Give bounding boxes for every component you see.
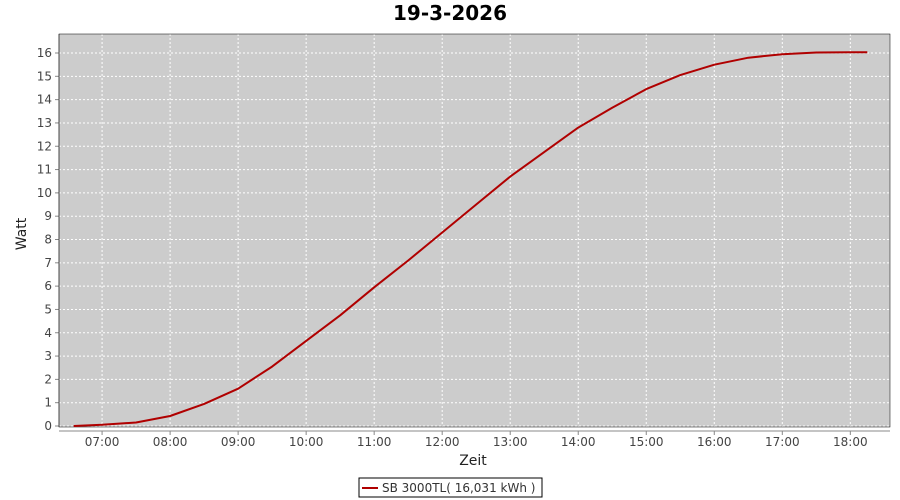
y-tick-label: 8: [44, 233, 52, 247]
y-tick-label: 15: [37, 69, 52, 83]
y-tick-label: 16: [37, 46, 52, 60]
series-layer: [73, 51, 868, 427]
legend-label: SB 3000TL( 16,031 kWh ): [382, 481, 535, 495]
legend: SB 3000TL( 16,031 kWh ): [358, 477, 543, 498]
y-tick-label: 4: [44, 326, 52, 340]
x-tick-label: 17:00: [765, 435, 800, 449]
y-axis-label: Watt: [14, 217, 30, 250]
x-tick-label: 12:00: [425, 435, 460, 449]
y-tick-label: 0: [44, 419, 52, 433]
y-tick-label: 9: [44, 209, 52, 223]
y-tick-label: 2: [44, 372, 52, 386]
x-tick-label: 08:00: [153, 435, 188, 449]
y-tick-label: 7: [44, 256, 52, 270]
x-tick-label: 10:00: [289, 435, 324, 449]
x-tick-label: 11:00: [357, 435, 392, 449]
plot-border: [58, 33, 891, 428]
x-tick-label: 18:00: [833, 435, 868, 449]
y-tick-label: 13: [37, 116, 52, 130]
plot-area: [59, 34, 890, 427]
y-tick-label: 10: [37, 186, 52, 200]
grid: [59, 34, 890, 427]
y-tick-label: 1: [44, 396, 52, 410]
x-tick-label: 09:00: [221, 435, 256, 449]
y-tick-label: 14: [37, 93, 52, 107]
x-axis-label: Zeit: [459, 453, 487, 469]
x-tick-label: 14:00: [561, 435, 596, 449]
x-tick-label: 15:00: [629, 435, 664, 449]
chart-title: 19-3-2026: [393, 1, 507, 25]
y-tick-label: 6: [44, 279, 52, 293]
y-tick-label: 3: [44, 349, 52, 363]
y-tick-label: 11: [37, 163, 52, 177]
x-tick-label: 13:00: [493, 435, 528, 449]
x-tick-label: 07:00: [85, 435, 120, 449]
x-tick-label: 16:00: [697, 435, 732, 449]
y-tick-label: 5: [44, 302, 52, 316]
legend-box: [358, 477, 543, 498]
series-line: [73, 51, 868, 427]
y-tick-label: 12: [37, 139, 52, 153]
